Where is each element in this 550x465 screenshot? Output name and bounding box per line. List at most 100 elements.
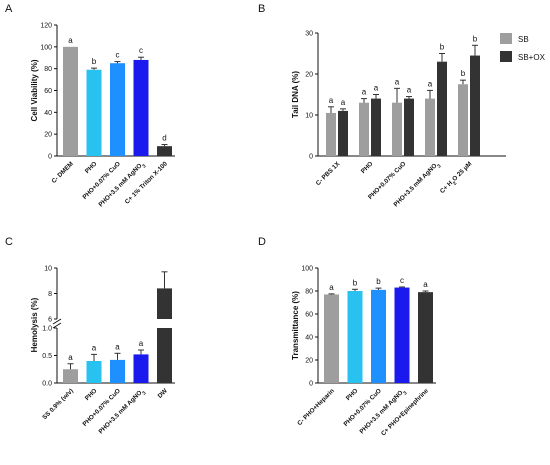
- panel-b-bar-sb: [458, 84, 468, 156]
- panel-d-y-tick-label: 0: [309, 381, 313, 388]
- panel-b-legend-label: SB+OX: [518, 53, 546, 62]
- panel-a-cell-viability: 0 20 40 60 80 100 120 Cell Viability (%) a C- DME…: [30, 23, 175, 211]
- panel-c-bar: [63, 369, 78, 383]
- panel-c-bar: [86, 361, 102, 383]
- panel-c-sig-letter: a: [115, 342, 120, 351]
- panel-b-sig-letter: a: [428, 79, 433, 88]
- panel-d-sig-letter: b: [376, 277, 381, 286]
- panel-c-y-upper-tick-label: 10: [44, 266, 52, 273]
- panel-a-bar: [133, 59, 149, 156]
- panel-c-hemolysis: 0.0 0.5 1.0 6 8 10 Hemolysis (%) a SS 0.9% (w/v)…: [30, 266, 175, 438]
- panel-b-sig-letter: a: [341, 98, 346, 107]
- panel-a-sig-letter: a: [68, 36, 73, 45]
- panel-b-sig-letter: a: [374, 84, 379, 93]
- panel-a-y-tick-label: 100: [40, 44, 52, 51]
- panel-a-y-tick-label: 40: [44, 110, 52, 117]
- panel-b-bar-sb-ox: [338, 110, 348, 156]
- panel-c-y-lower-tick-label: 0.0: [42, 381, 52, 388]
- panel-d-sig-letter: c: [400, 276, 404, 285]
- panel-d-sig-letter: b: [353, 278, 358, 287]
- panel-c-bar-upper-segment: [157, 288, 172, 319]
- panel-d-bar: [394, 287, 410, 383]
- panel-b-legend-swatch: [500, 33, 512, 44]
- panel-c-category-label: SS 0.9% (w/v): [41, 387, 75, 421]
- panel-b-bar-sb-ox: [470, 55, 480, 156]
- panel-c-sig-letter: a: [139, 339, 144, 348]
- panel-d-category-label: C- PHO+Heparin: [296, 387, 336, 427]
- panel-a-y-tick-label: 120: [40, 23, 52, 30]
- panel-a-y-tick-label: 80: [44, 66, 52, 73]
- panel-d-y-tick-label: 80: [305, 289, 313, 296]
- panel-a-bar: [63, 46, 78, 157]
- panel-a-bar: [157, 146, 172, 156]
- panel-d-bar: [371, 289, 386, 383]
- panel-c-axis-break-mark: [52, 322, 62, 329]
- panel-label-d: D: [258, 236, 266, 248]
- panel-c-bar: [110, 359, 125, 383]
- panel-c-category-label: PHO: [84, 387, 99, 402]
- panel-b-sig-letter: b: [473, 34, 478, 43]
- panel-a-y-title: Cell Viability (%): [30, 59, 39, 121]
- panel-a-sig-letter: d: [162, 134, 166, 143]
- panel-c-y-title: Hemolysis (%): [30, 297, 39, 352]
- panel-b-sig-letter: a: [329, 96, 334, 105]
- panel-b-bar-sb-ox: [371, 98, 381, 156]
- panel-b-y-tick-label: 0: [309, 154, 313, 161]
- panel-b-category-label: C+ H2O 25 μM: [439, 160, 476, 197]
- panel-a-bar: [86, 69, 102, 156]
- panel-d-y-tick-label: 100: [301, 266, 313, 273]
- panel-d-transmittance: 0 20 40 60 80 100 Transmittance (%) a C- PHO+Hep…: [291, 266, 436, 438]
- panel-b-sig-letter: b: [440, 43, 445, 52]
- panel-a-category-label: C- DMEM: [50, 160, 74, 184]
- panel-c-category-label: PHO+3.5 mM AgNO3: [97, 387, 147, 437]
- panel-d-y-tick-label: 60: [305, 312, 313, 319]
- panel-b-legend-label: SB: [518, 35, 529, 44]
- panel-b-sig-letter: a: [395, 77, 400, 86]
- panel-d-bar: [347, 291, 363, 383]
- panel-a-y-tick-label: 60: [44, 88, 52, 95]
- panel-b-y-title: Tail DNA (%): [291, 71, 300, 118]
- panel-b-bar-sb: [425, 98, 435, 156]
- panel-d-y-title: Transmittance (%): [291, 291, 300, 360]
- panel-label-c: C: [5, 236, 13, 248]
- panel-d-category-label: PHO: [345, 387, 360, 402]
- panel-b-bar-sb: [359, 102, 369, 156]
- panel-c-category-label: DW: [157, 387, 169, 399]
- panel-a-y-tick-label: 20: [44, 132, 52, 139]
- panel-a-y-tick-label: 0: [48, 154, 52, 161]
- panel-b-y-tick-label: 10: [305, 113, 313, 120]
- panel-c-bar: [133, 354, 149, 383]
- panel-b-category-label: C- PBS 1X: [315, 160, 342, 187]
- panel-b-bar-sb: [326, 112, 336, 156]
- panel-b-bar-sb-ox: [404, 98, 414, 156]
- panel-d-y-tick-label: 40: [305, 335, 313, 342]
- panel-a-category-label: PHO: [84, 160, 99, 175]
- panel-c-y-upper-tick-label: 6: [48, 317, 52, 324]
- panel-a-sig-letter: c: [139, 46, 143, 55]
- panel-c-y-lower-tick-label: 1.0: [42, 326, 52, 333]
- panel-b-sig-letter: a: [362, 88, 367, 97]
- panel-d-y-tick-label: 20: [305, 358, 313, 365]
- panel-c-sig-letter: a: [68, 353, 73, 362]
- panel-b-bar-sb-ox: [437, 61, 447, 157]
- panel-a-sig-letter: c: [116, 51, 120, 60]
- panel-c-y-lower-tick-label: 0.5: [42, 353, 52, 360]
- panel-d-sig-letter: a: [423, 280, 428, 289]
- panel-label-a: A: [5, 3, 13, 15]
- panel-a-sig-letter: b: [92, 57, 97, 66]
- panel-b-bar-sb: [392, 102, 402, 156]
- panel-b-category-label: PHO: [360, 160, 375, 175]
- panel-d-bar: [418, 292, 433, 383]
- panel-c-sig-letter: a: [92, 343, 97, 352]
- panel-c-axis-break-mark: [52, 318, 62, 325]
- panel-b-y-tick-label: 20: [305, 72, 313, 79]
- panel-b-sig-letter: a: [407, 86, 412, 95]
- panel-c-y-upper-tick-label: 8: [48, 291, 52, 298]
- panel-a-bar: [110, 63, 125, 157]
- panel-label-b: B: [258, 3, 265, 15]
- panel-d-sig-letter: a: [329, 283, 334, 292]
- panel-c-bar-lower-segment: [157, 328, 172, 383]
- panel-b-y-tick-label: 30: [305, 31, 313, 38]
